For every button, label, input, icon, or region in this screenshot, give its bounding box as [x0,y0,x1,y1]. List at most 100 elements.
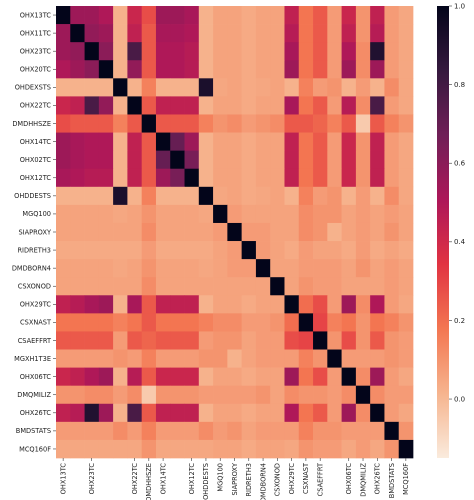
heatmap-cell [284,96,300,115]
heatmap-cell [155,259,171,278]
heatmap-cell [398,313,414,332]
heatmap-cell [241,132,257,151]
heatmap-cell [198,349,214,368]
heatmap-cell [255,385,271,405]
heatmap-cell [98,6,114,25]
heatmap-cell [384,349,400,368]
heatmap-cell [270,241,285,260]
heatmap-cell [84,42,100,61]
heatmap-cell [384,42,400,61]
heatmap-cell [298,6,314,25]
heatmap-cell [355,241,371,260]
heatmap-cell [270,78,285,97]
heatmap-cell [370,331,385,350]
heatmap-cell [84,421,100,441]
heatmap-cell [127,186,143,206]
heatmap-cell [113,204,128,224]
heatmap-cell [141,96,157,115]
heatmap-cell [298,150,314,170]
heatmap-cell [341,222,357,242]
heatmap-cell [198,421,214,441]
heatmap-cell [341,24,357,43]
heatmap-cell [241,42,257,61]
heatmap-cell [56,150,71,170]
heatmap-cell [70,132,85,151]
heatmap-cell [370,222,385,242]
heatmap-cell [56,277,71,296]
heatmap-cell [184,114,200,133]
heatmap-cell [184,241,200,260]
colorbar-tick-label: 0.8 [454,81,465,89]
heatmap-cell [170,204,185,224]
heatmap-cell [227,6,242,25]
heatmap-cell [298,241,314,260]
heatmap-cell [141,204,157,224]
heatmap-cell [241,96,257,115]
heatmap-cell [384,132,400,151]
heatmap-cell [327,168,342,188]
heatmap-cell [198,204,214,224]
heatmap-cell [298,222,314,242]
heatmap-cell [170,313,185,332]
heatmap-cell [341,96,357,115]
heatmap-cell [313,60,328,79]
y-tick-label: OHX20TC [20,66,52,74]
heatmap-cell [298,78,314,97]
heatmap-cell [327,313,342,332]
heatmap-cell [141,331,157,350]
heatmap-cell [284,313,300,332]
heatmap-cell [198,439,214,459]
heatmap-cell [141,403,157,423]
heatmap-cell [127,204,143,224]
heatmap-cell [70,150,85,170]
heatmap-cell [241,367,257,387]
heatmap-cell [370,24,385,43]
heatmap-cell [341,241,357,260]
heatmap-cell [113,421,128,441]
heatmap-cell [155,439,171,459]
heatmap-cell [327,222,342,242]
heatmap-cell [398,367,414,387]
heatmap-cell [284,259,300,278]
heatmap-cell [113,132,128,151]
heatmap-cell [113,150,128,170]
heatmap-cell [284,349,300,368]
heatmap-cell [341,168,357,188]
heatmap-cell [56,421,71,441]
heatmap-cell [113,60,128,79]
heatmap-cell [384,78,400,97]
heatmap-cell [313,204,328,224]
heatmap-cell [98,367,114,387]
heatmap-cell [227,367,242,387]
heatmap-cell [113,186,128,206]
heatmap-cell [327,6,342,25]
heatmap-cell [170,222,185,242]
heatmap-cell [370,349,385,368]
heatmap-cell [198,259,214,278]
heatmap-cell [155,421,171,441]
heatmap-cell [398,403,414,423]
heatmap-cell [213,367,228,387]
heatmap-cell [155,6,171,25]
heatmap-cell [141,222,157,242]
heatmap-cell [141,42,157,61]
heatmap-cell [155,331,171,350]
heatmap-cell [241,349,257,368]
heatmap-cell [170,295,185,314]
heatmap-cell [155,222,171,242]
heatmap-cell [98,42,114,61]
heatmap-cell [355,277,371,296]
x-tick-label: OHX22TC [131,463,139,495]
heatmap-cell [284,78,300,97]
heatmap-cell [327,367,342,387]
heatmap-cell [284,150,300,170]
y-tick-label: OHDDESTS [14,192,51,200]
y-axis-tick-labels: OHX13TC OHX11TC OHX23TC OHX20TC OHDEXSTS OHX2… [12,11,56,453]
x-tick-label: OHX26TC [374,463,382,495]
heatmap-cell [155,403,171,423]
heatmap-cell [255,168,271,188]
y-tick-label: OHX26TC [20,409,52,417]
heatmap-cell [155,385,171,405]
heatmap-cell [113,295,128,314]
heatmap-cell [141,6,157,25]
